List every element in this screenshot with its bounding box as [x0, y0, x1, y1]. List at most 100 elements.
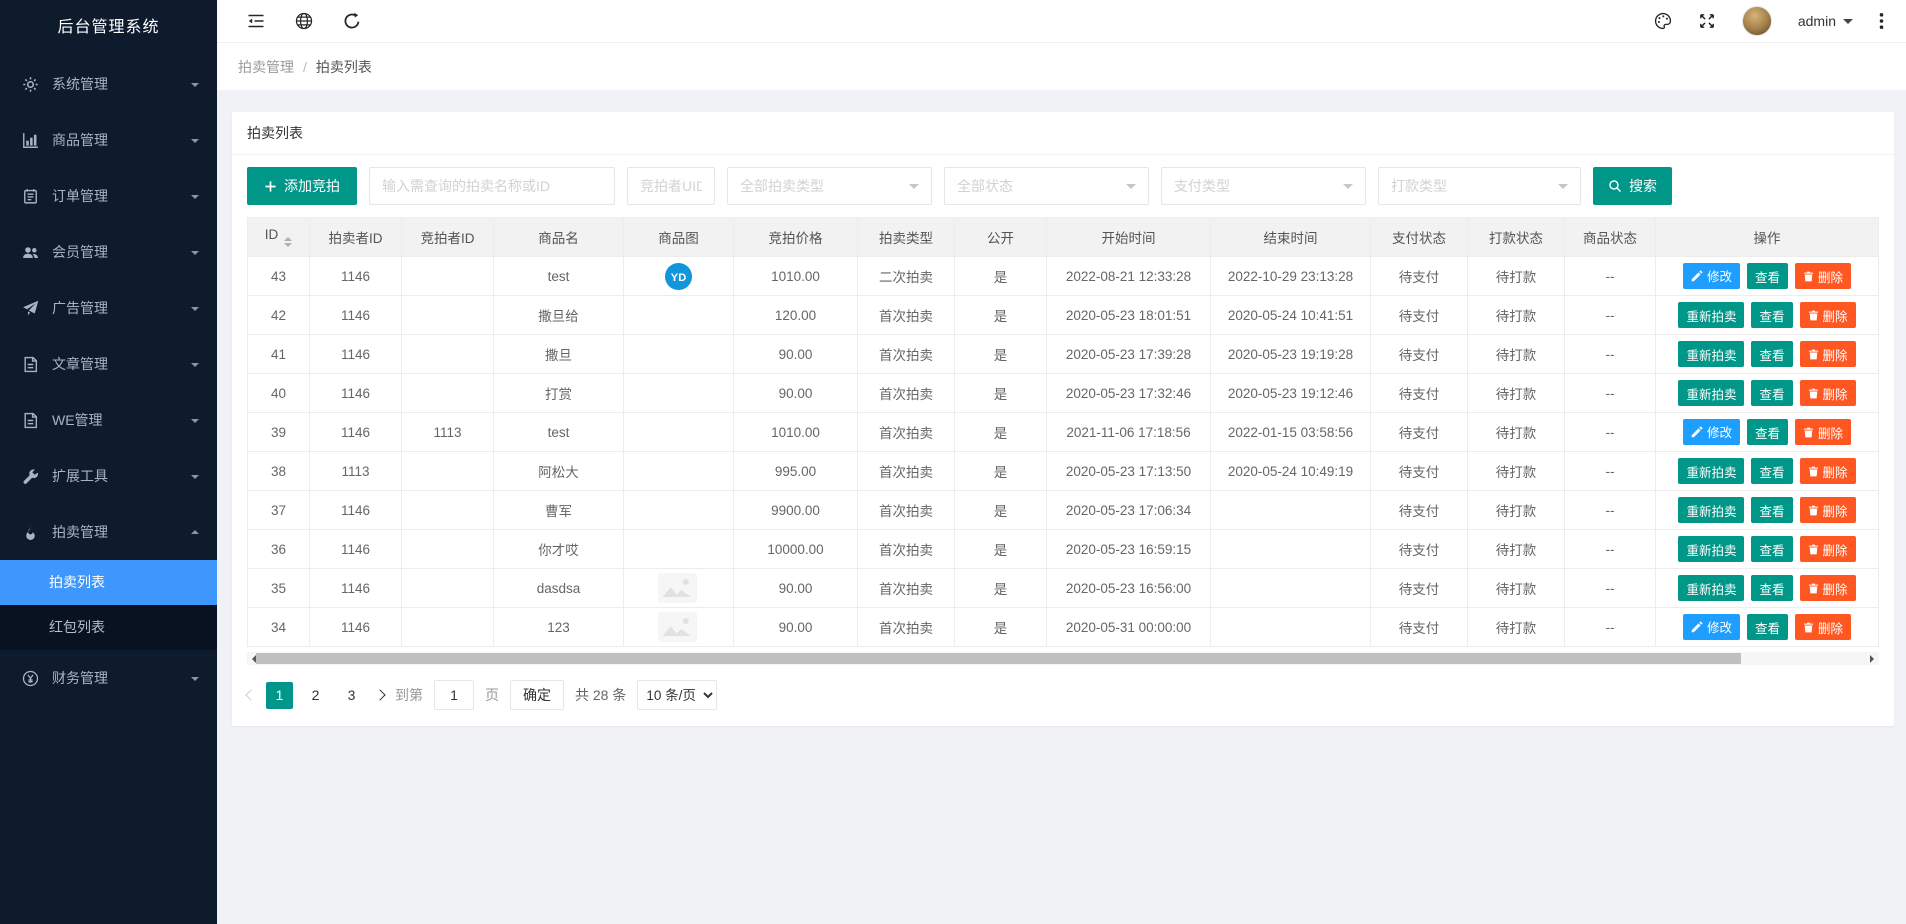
palette-icon[interactable] — [1654, 12, 1672, 30]
collapse-sidebar-icon[interactable] — [247, 12, 265, 30]
cell-auctioneer-id: 1146 — [309, 256, 402, 296]
view-button[interactable]: 查看 — [1751, 458, 1793, 484]
edit-button[interactable]: 修改 — [1682, 418, 1740, 445]
user-menu[interactable]: admin — [1798, 13, 1853, 29]
view-button[interactable]: 查看 — [1751, 380, 1793, 406]
breadcrumb-separator: / — [303, 58, 307, 75]
product-logo-image[interactable]: YD — [664, 262, 693, 291]
view-button[interactable]: 查看 — [1746, 263, 1788, 290]
delete-button[interactable]: 删除 — [1799, 302, 1856, 328]
delete-button[interactable]: 删除 — [1799, 458, 1856, 484]
cell-remit-status: 待打款 — [1467, 529, 1565, 569]
sidebar-item-orders[interactable]: 订单管理 — [0, 168, 217, 224]
view-button[interactable]: 查看 — [1746, 614, 1788, 641]
page-button-3[interactable]: 3 — [347, 686, 356, 703]
reauction-button[interactable]: 重新拍卖 — [1678, 497, 1745, 523]
broken-image-placeholder[interactable] — [657, 573, 700, 603]
cell-public: 是 — [954, 529, 1047, 569]
fullscreen-icon[interactable] — [1698, 12, 1716, 30]
cell-public: 是 — [954, 256, 1047, 296]
cell-pay-status: 待支付 — [1370, 607, 1468, 647]
confirm-button[interactable]: 确定 — [510, 680, 564, 710]
cell-product-image — [623, 334, 734, 374]
keyword-input[interactable] — [369, 167, 615, 205]
sidebar-item-auction[interactable]: 拍卖管理 — [0, 504, 217, 560]
cell-end-time — [1210, 607, 1371, 647]
sidebar-subitem-auction-list[interactable]: 拍卖列表 — [0, 560, 217, 605]
search-button[interactable]: 搜索 — [1593, 167, 1672, 205]
search-label: 搜索 — [1629, 178, 1657, 194]
scrollbar-thumb[interactable] — [256, 653, 1742, 664]
sidebar-item-articles[interactable]: 文章管理 — [0, 336, 217, 392]
delete-button[interactable]: 删除 — [1799, 536, 1856, 562]
page-button-2[interactable]: 2 — [311, 686, 320, 703]
chevron-down-icon — [191, 418, 199, 427]
reauction-button[interactable]: 重新拍卖 — [1678, 341, 1745, 367]
bidder-uid-input[interactable] — [627, 167, 715, 205]
delete-button[interactable]: 删除 — [1795, 419, 1852, 446]
delete-button[interactable]: 删除 — [1795, 263, 1852, 290]
remit-type-select[interactable]: 打款类型 — [1378, 167, 1581, 205]
reauction-button[interactable]: 重新拍卖 — [1678, 458, 1745, 484]
view-button[interactable]: 查看 — [1751, 302, 1793, 328]
reauction-button[interactable]: 重新拍卖 — [1678, 575, 1745, 601]
scroll-right-arrow-icon[interactable] — [1870, 654, 1878, 663]
delete-button[interactable]: 删除 — [1799, 341, 1856, 367]
refresh-icon[interactable] — [343, 12, 361, 30]
avatar[interactable] — [1741, 6, 1772, 36]
page-button-1[interactable]: 1 — [266, 681, 293, 709]
cell-remit-status: 待打款 — [1467, 256, 1565, 296]
cell-auction-type: 首次拍卖 — [857, 412, 955, 452]
sidebar-item-ads[interactable]: 广告管理 — [0, 280, 217, 336]
delete-button[interactable]: 删除 — [1799, 380, 1856, 406]
chevron-down-icon — [191, 82, 199, 91]
edit-button[interactable]: 修改 — [1682, 613, 1740, 640]
auction-type-select[interactable]: 全部拍卖类型 — [727, 167, 932, 205]
horizontal-scrollbar[interactable] — [247, 652, 1879, 665]
more-menu-icon[interactable] — [1879, 12, 1884, 30]
cell-id: 42 — [247, 295, 310, 335]
add-auction-button[interactable]: 添加竞拍 — [247, 167, 357, 205]
view-button[interactable]: 查看 — [1751, 497, 1793, 523]
jump-page-input[interactable] — [434, 680, 474, 710]
globe-icon[interactable] — [295, 12, 313, 30]
delete-button[interactable]: 删除 — [1799, 497, 1856, 523]
scroll-left-arrow-icon[interactable] — [248, 654, 256, 663]
sort-icon[interactable] — [284, 236, 293, 248]
reauction-button[interactable]: 重新拍卖 — [1678, 302, 1745, 328]
col-header-price: 竞拍价格 — [733, 217, 858, 257]
edit-button[interactable]: 修改 — [1682, 262, 1740, 289]
cell-start-time: 2020-05-23 16:59:15 — [1046, 529, 1211, 569]
status-select[interactable]: 全部状态 — [944, 167, 1149, 205]
sidebar-item-finance[interactable]: 财务管理 — [0, 650, 217, 706]
cell-end-time: 2020-05-23 19:12:46 — [1210, 373, 1371, 413]
reauction-button[interactable]: 重新拍卖 — [1678, 536, 1745, 562]
view-button[interactable]: 查看 — [1746, 419, 1788, 446]
pay-type-select[interactable]: 支付类型 — [1161, 167, 1366, 205]
col-header-id-label: ID — [264, 226, 279, 242]
next-page-icon[interactable] — [374, 689, 386, 701]
view-button[interactable]: 查看 — [1751, 575, 1793, 601]
delete-button[interactable]: 删除 — [1795, 614, 1852, 641]
cell-bidder-id — [401, 490, 494, 530]
view-button[interactable]: 查看 — [1751, 341, 1793, 367]
delete-button[interactable]: 删除 — [1799, 575, 1856, 601]
table-row: 35 1146 dasdsa 90.00 首次拍卖是 2020-05-23 16:56:0… — [247, 568, 1879, 608]
view-button[interactable]: 查看 — [1751, 536, 1793, 562]
broken-image-placeholder[interactable] — [657, 612, 700, 642]
sidebar-subitem-redpacket-list[interactable]: 红包列表 — [49, 619, 105, 635]
sidebar-item-we[interactable]: WE管理 — [0, 392, 217, 448]
sidebar-item-system[interactable]: 系统管理 — [0, 56, 217, 112]
col-header-pay: 支付状态 — [1370, 217, 1468, 257]
col-header-actions: 操作 — [1655, 217, 1879, 257]
per-page-select[interactable]: 10 条/页 — [637, 680, 718, 710]
prev-page-icon[interactable] — [245, 689, 257, 701]
reauction-button[interactable]: 重新拍卖 — [1678, 380, 1745, 406]
table-body: 43 1146 test YD 1010.00 二次拍卖是 2022-08-21 12:33… — [247, 256, 1879, 647]
sidebar-item-goods[interactable]: 商品管理 — [0, 112, 217, 168]
cell-product-name: test — [493, 412, 624, 452]
sidebar-item-tools[interactable]: 扩展工具 — [0, 448, 217, 504]
action-label: 重新拍卖 — [1686, 348, 1737, 363]
sidebar-item-members[interactable]: 会员管理 — [0, 224, 217, 280]
breadcrumb-parent[interactable]: 拍卖管理 — [238, 58, 294, 75]
